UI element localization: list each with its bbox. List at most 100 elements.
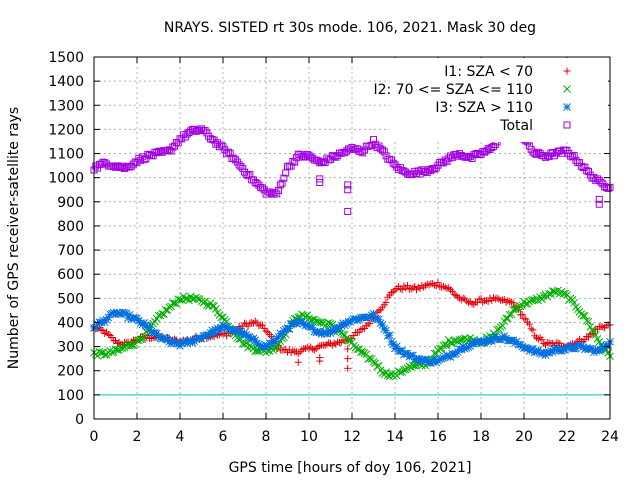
series-total-point [404, 170, 412, 178]
series-total-outlier [344, 207, 352, 215]
series-total-point [241, 168, 248, 176]
series-i2-point [161, 306, 170, 314]
series-total-point [103, 160, 111, 168]
series-i1-point [459, 294, 467, 302]
series-i1-point [258, 321, 266, 329]
series-total-point [242, 170, 250, 178]
series-total-point [280, 174, 288, 182]
series-total-point [597, 178, 605, 186]
series-i2-point [582, 316, 591, 325]
series-total-point [583, 167, 591, 175]
series-i1-point [454, 293, 462, 301]
series-total-point [370, 136, 377, 144]
series-total-point [137, 156, 145, 164]
series-total-point [328, 152, 336, 160]
series-total-point [380, 148, 388, 156]
series-total-point [169, 143, 177, 151]
series-i1-point [421, 282, 429, 290]
series-total-point [430, 165, 438, 173]
legend-marker-i1 [563, 67, 571, 75]
legend-label-i1: I1: SZA < 70 [444, 64, 533, 80]
series-total-point [153, 149, 161, 157]
series-i1-point [540, 340, 548, 348]
series-i1-outlier [316, 353, 324, 361]
series-i2-point [364, 355, 372, 363]
series-i2 [90, 286, 614, 381]
series-total-outlier [595, 195, 603, 203]
series-total-point [540, 152, 548, 160]
series-total-point [267, 190, 275, 198]
series-i1-point [445, 284, 453, 292]
series-total-point [273, 190, 281, 198]
series-total-point [291, 158, 299, 166]
series-total-point [131, 158, 139, 166]
legend-marker-i3 [563, 103, 571, 111]
y-axis-label: Number of GPS receiver-satellite rays [6, 107, 22, 369]
series-i3-point [382, 326, 390, 335]
series-i1-point [316, 342, 324, 350]
series-total-point [337, 149, 345, 157]
series-total-point [223, 150, 231, 158]
legend-marker-total [563, 121, 571, 129]
series-total-outlier [344, 181, 352, 189]
series-i2-point [118, 344, 127, 352]
series-total-point [576, 159, 584, 167]
legend-label-i3: I3: SZA > 110 [435, 100, 533, 116]
series-total-point [341, 149, 349, 157]
series-total-point [262, 190, 270, 198]
series-total-point [266, 188, 274, 196]
series-total-point [348, 143, 356, 151]
series-total-point [346, 145, 354, 153]
series-i2-point [97, 348, 106, 357]
series-i1-point [484, 297, 492, 305]
series-total-point [470, 151, 478, 159]
series-total-point [162, 147, 170, 155]
legend-marker-i2 [563, 85, 571, 93]
series-total-point [92, 162, 100, 170]
series-i2-point [353, 345, 362, 354]
series-i3-point [378, 321, 387, 329]
series-total-point [269, 190, 277, 198]
series-i2-point [242, 339, 251, 348]
series-i1-point [294, 350, 302, 358]
series-total-point [425, 166, 433, 174]
x-tick-label: 18 [472, 429, 490, 445]
series-total-point [332, 153, 340, 161]
series-i1-point [479, 299, 487, 307]
series-total-point [217, 141, 225, 149]
series-i2-point [521, 300, 530, 308]
series-total-outlier [595, 200, 603, 208]
legend-background [390, 58, 608, 142]
series-i1-point [420, 283, 428, 291]
series-i2-point [507, 310, 516, 319]
series-i2-point [498, 321, 507, 330]
series-total-point [316, 159, 324, 167]
series-total-point [533, 150, 541, 158]
series-total-outlier [344, 186, 352, 194]
series-i1-point [219, 330, 227, 338]
series-i1-point [357, 325, 365, 333]
series-i1-point [441, 283, 449, 291]
series-total-point [110, 163, 118, 171]
series-i1-point [429, 280, 437, 288]
y-tick-label: 1300 [48, 98, 84, 114]
series-i1-point [104, 330, 112, 338]
series-i1-point [464, 299, 472, 307]
series-i2-point [194, 294, 202, 303]
series-i1-point [538, 336, 546, 344]
series-i1-point [382, 298, 390, 306]
x-tick-label: 10 [300, 429, 318, 445]
series-total-point [257, 183, 265, 191]
series-total-point [135, 154, 143, 162]
series-total-point [378, 146, 386, 154]
series-total-point [588, 174, 596, 182]
series-total-point [466, 152, 474, 160]
series-i1-point [513, 302, 521, 310]
series-total-point [117, 164, 125, 172]
series-total-point [459, 152, 467, 160]
series-total-point [572, 156, 580, 164]
series-i1-point [527, 325, 535, 333]
series-i1-point [244, 322, 252, 330]
series-i1-point [509, 299, 517, 307]
